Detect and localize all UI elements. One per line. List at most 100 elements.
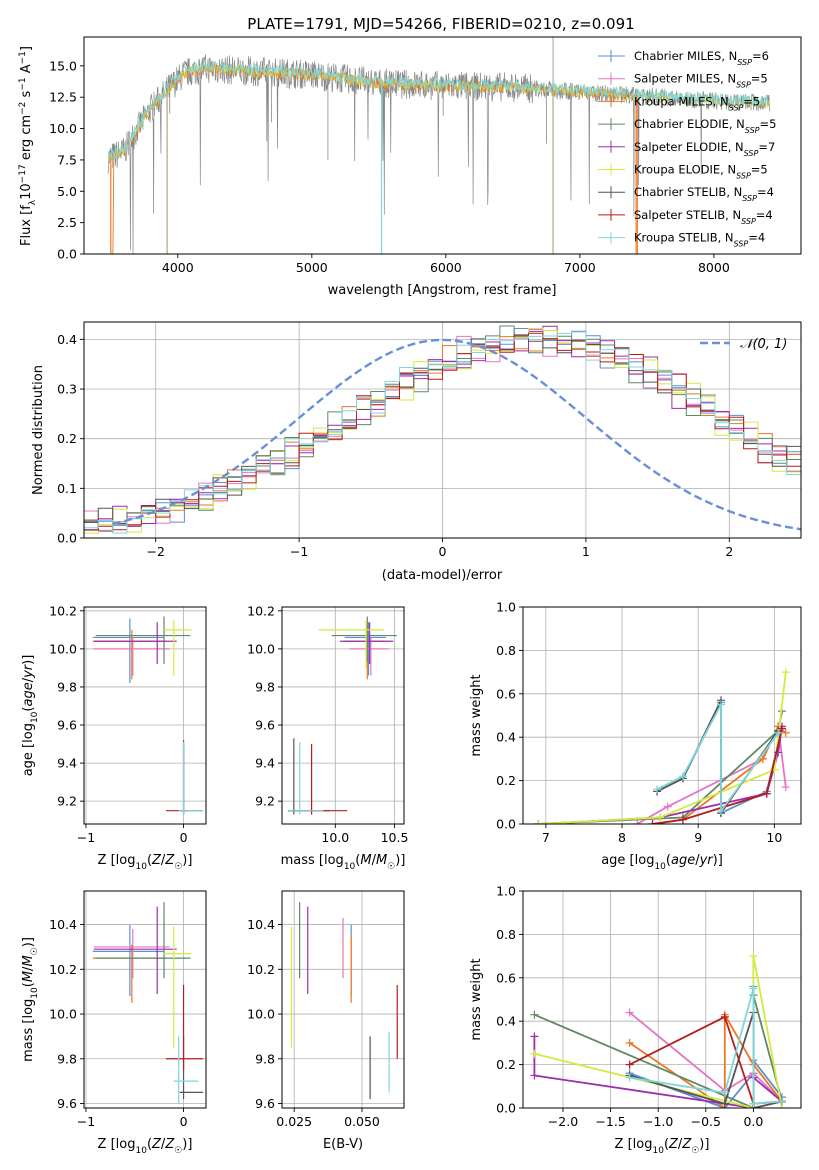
- errorbar-point: [95, 902, 191, 979]
- errorbar-point: [287, 744, 348, 815]
- weight-marker: [774, 728, 783, 737]
- y-tick-label: 10.0: [247, 641, 275, 656]
- axis-layer: 4000 5000 6000 7000 8000 0.0 2.5 5.0 7.5 10.0 12.5…: [18, 36, 802, 298]
- weight-marker: [762, 789, 771, 798]
- y-tick-label: 0.0: [57, 531, 77, 546]
- y-tick-label: 9.4: [255, 756, 275, 771]
- axes-age_vs_Z: −1 0 9.2 9.4 9.6 9.8 10.0 10.2 Z [log10(Z/Z☉)] ag…: [21, 603, 207, 872]
- x-tick-label: −1: [290, 544, 308, 559]
- x-tick-label: 0.0: [743, 1114, 763, 1129]
- y-tick-label: 10.0: [49, 641, 77, 656]
- legend-entry: Chabrier ELODIE, NSSP=5: [634, 117, 776, 135]
- x-tick-label: 6000: [430, 260, 462, 275]
- errorbar-point: [95, 616, 191, 665]
- y-tick-label: 0.2: [57, 431, 77, 446]
- axis-layer: −2.0 −1.5 −1.0 −0.5 0.0 0.0 0.2 0.4 0.6 0.8 1.0 Z […: [469, 884, 802, 1156]
- weight-marker: [749, 952, 758, 961]
- x-tick-label: 10.5: [381, 830, 409, 845]
- weight-marker: [663, 802, 672, 811]
- y-tick-label: 9.2: [57, 794, 77, 809]
- plot-area: [287, 616, 397, 815]
- axes-frame: [83, 36, 802, 255]
- y-tick-label: 0.2: [496, 773, 516, 788]
- plot-area: [290, 902, 398, 1100]
- errorbar-point: [173, 1036, 199, 1104]
- y-tick-label: 1.0: [496, 600, 516, 615]
- y-tick-label: 9.8: [57, 679, 77, 694]
- weight-marker: [656, 813, 665, 822]
- weight-marker: [648, 820, 657, 824]
- weight-marker: [530, 1049, 539, 1058]
- weight-marker: [625, 1008, 634, 1017]
- weight-marker: [530, 1071, 539, 1080]
- axes-mass_vs_Z: −1 0 9.6 9.8 10.0 10.2 10.4 Z [log10(Z/Z☉)] mass…: [21, 890, 207, 1156]
- residual-ylabel: Normed distribution: [31, 365, 46, 495]
- errorbar-point: [178, 742, 204, 815]
- axis-layer: −1 0 9.6 9.8 10.0 10.2 10.4 Z [log10(Z/Z☉)] mass…: [21, 890, 207, 1156]
- x-tick-label: 5000: [296, 260, 328, 275]
- figure-title: PLATE=1791, MJD=54266, FIBERID=0210, z=0…: [247, 15, 634, 33]
- weight-ylabel: mass weight: [469, 674, 484, 756]
- y-tick-label: 9.8: [255, 679, 275, 694]
- x-tick-label: 0: [439, 544, 447, 559]
- spectrum-ylabel: Flux [fλ10−17 erg cm−2 s−1 A−1]: [18, 46, 38, 246]
- y-tick-label: 10.0: [247, 1007, 275, 1022]
- y-tick-label: 0.6: [496, 970, 516, 985]
- y-tick-label: 0.4: [57, 332, 77, 347]
- y-tick-label: 0.0: [496, 1101, 516, 1116]
- weight-series-line: [538, 671, 787, 824]
- errorbar-xlabel: Z [log10(Z/Z☉)]: [98, 1137, 193, 1156]
- weight-series-line: [629, 1011, 783, 1103]
- legend-entry: Salpeter STELIB, NSSP=4: [634, 208, 773, 226]
- histogram-step: [84, 325, 801, 527]
- errorbar-point: [287, 742, 324, 815]
- x-tick-label: −0.5: [691, 1114, 721, 1129]
- y-tick-label: 10.4: [247, 917, 275, 932]
- y-tick-label: 7.5: [57, 152, 77, 167]
- weight-marker: [625, 1038, 634, 1047]
- y-tick-label: 15.0: [49, 58, 77, 73]
- legend-entry: Kroupa MILES, NSSP=5: [634, 94, 760, 112]
- x-tick-label: −1.0: [643, 1114, 673, 1129]
- axes-frame: [522, 890, 802, 1109]
- y-tick-label: 10.2: [49, 962, 77, 977]
- weight-marker: [678, 815, 687, 824]
- plot-area: [104, 37, 771, 254]
- weight-marker: [653, 785, 662, 794]
- legend-entry: Salpeter MILES, NSSP=5: [634, 72, 768, 90]
- axis-layer: −2 −1 0 1 2 0.0 0.1 0.2 0.3 0.4 𝒩(0, 1) (data-model…: [31, 321, 802, 583]
- weight-marker: [749, 984, 758, 993]
- y-tick-label: 12.5: [49, 90, 77, 105]
- weight-marker: [678, 772, 687, 781]
- weight-marker: [633, 820, 642, 824]
- errorbar-ylabel: age [log10(age/yr)]: [21, 655, 40, 777]
- plot-area: [534, 668, 790, 824]
- weight-series-line: [533, 1036, 783, 1108]
- axes-frame: [83, 890, 207, 1109]
- y-tick-label: 10.2: [49, 603, 77, 618]
- weight-marker: [625, 1060, 634, 1069]
- legend-entry: Chabrier STELIB, NSSP=4: [634, 185, 774, 203]
- errorbar-point: [331, 616, 397, 663]
- x-tick-label: −1.5: [595, 1114, 625, 1129]
- weight-marker: [717, 806, 726, 815]
- y-tick-label: 10.0: [49, 121, 77, 136]
- y-tick-label: 0.4: [496, 1014, 516, 1029]
- y-tick-label: 9.6: [57, 718, 77, 733]
- y-tick-label: 0.0: [496, 817, 516, 832]
- errorbar-point: [93, 906, 177, 994]
- normal-curve: [112, 338, 801, 531]
- x-tick-label: −2: [146, 544, 164, 559]
- y-tick-label: 0.6: [496, 686, 516, 701]
- x-tick-label: 4000: [162, 260, 194, 275]
- x-tick-label: 10.0: [321, 830, 349, 845]
- y-tick-label: 1.0: [496, 884, 516, 899]
- weight-marker: [781, 668, 790, 677]
- y-tick-label: 10.4: [49, 917, 77, 932]
- x-tick-label: 9: [694, 830, 702, 845]
- axes-frame: [281, 890, 405, 1109]
- y-tick-label: 5.0: [57, 184, 77, 199]
- axes-weight_vs_age: 7 8 9 10 0.0 0.2 0.4 0.6 0.8 1.0 age [log10(age/yr…: [469, 600, 802, 872]
- y-tick-label: 9.6: [255, 1096, 275, 1111]
- x-tick-label: 7: [542, 830, 550, 845]
